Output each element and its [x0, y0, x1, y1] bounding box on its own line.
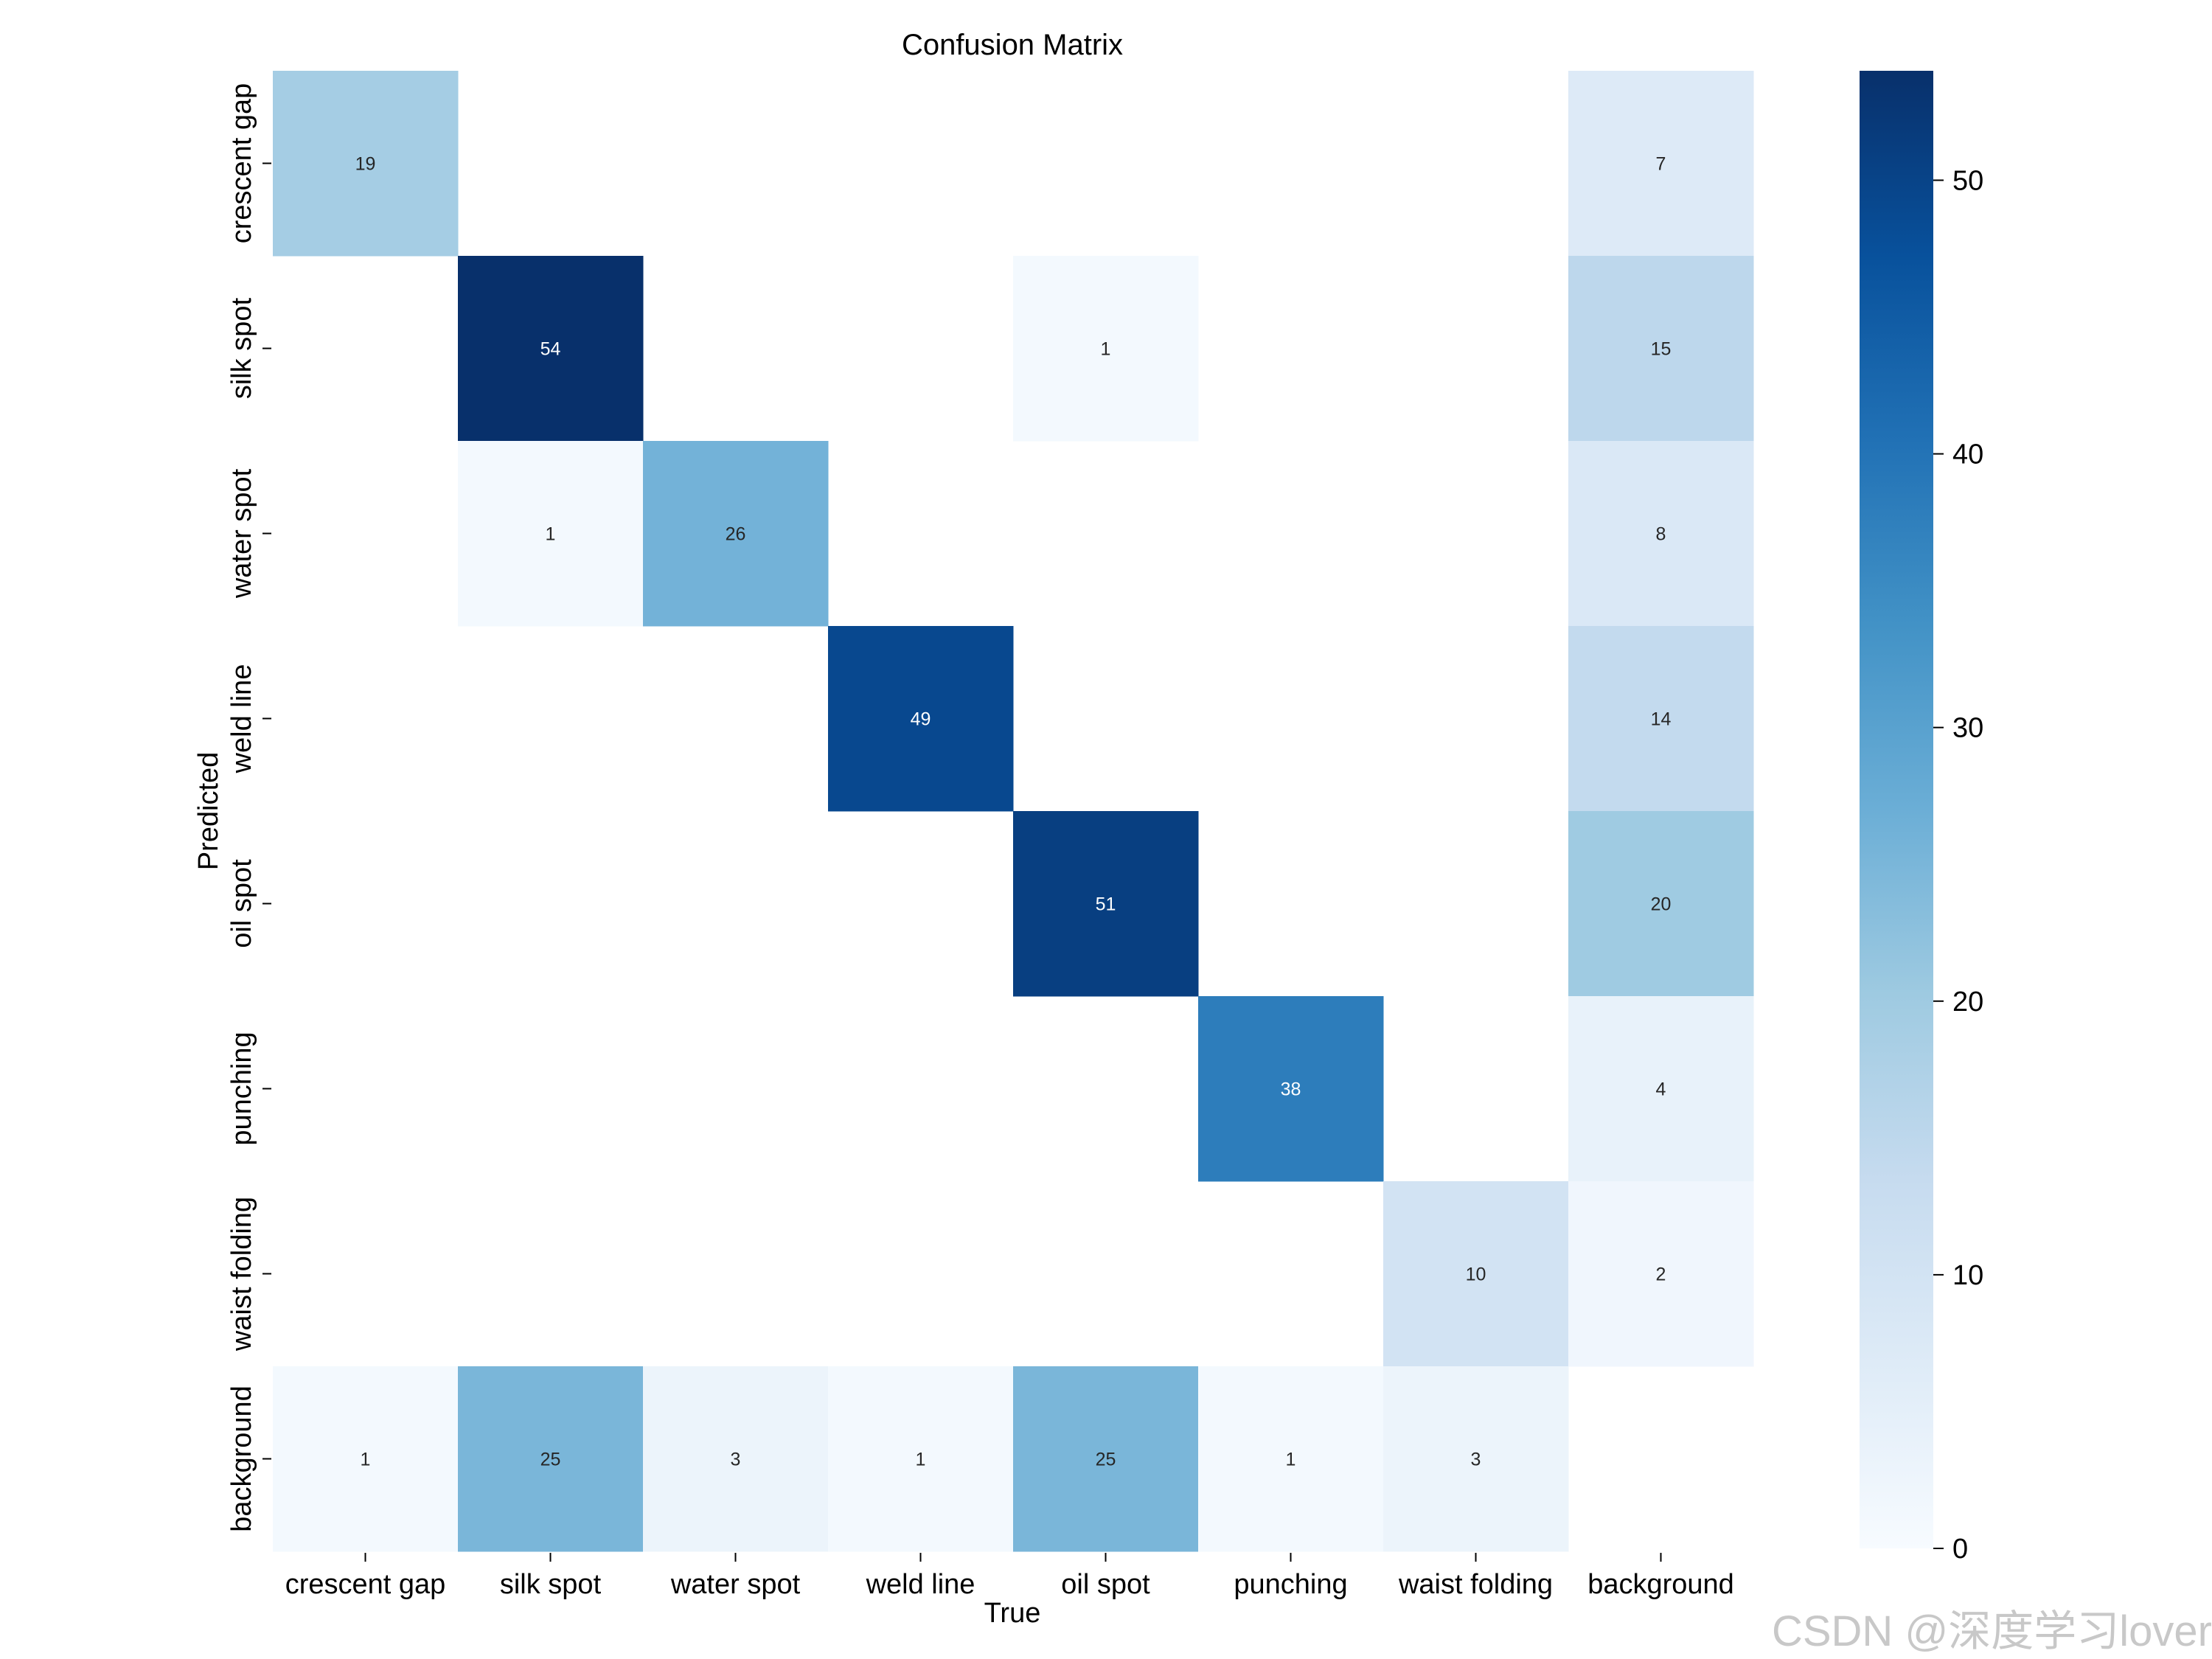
colorbar-tick-label: 50	[1952, 165, 1983, 196]
x-tick-label: punching	[1234, 1569, 1347, 1600]
heatmap-cell	[828, 1366, 1014, 1552]
heatmap-cell	[1568, 996, 1754, 1182]
colorbar-tick-label: 20	[1952, 987, 1983, 1018]
cell-value-label: 25	[540, 1450, 561, 1470]
heatmap-cell	[273, 1366, 459, 1552]
colorbar	[1860, 71, 1933, 1548]
cell-value-label: 54	[540, 339, 561, 360]
heatmap-cell	[1568, 441, 1754, 627]
cell-value-label: 2	[1656, 1265, 1666, 1285]
x-tick-label: background	[1587, 1569, 1734, 1600]
cell-value-label: 4	[1656, 1079, 1666, 1100]
x-axis-ticks: crescent gap silk spot water spot weld line…	[285, 1553, 1734, 1600]
cell-value-label: 15	[1651, 339, 1672, 360]
y-tick-label: oil spot	[226, 859, 257, 948]
chart-title: Confusion Matrix	[902, 29, 1123, 61]
heatmap-cell	[1568, 811, 1754, 997]
cell-value-label: 1	[1101, 339, 1111, 360]
x-tick-label: oil spot	[1061, 1569, 1150, 1600]
cell-value-label: 38	[1281, 1079, 1301, 1100]
y-tick-label: water spot	[226, 468, 257, 599]
cell-value-label: 3	[731, 1450, 741, 1470]
x-tick-label: waist folding	[1398, 1569, 1553, 1600]
y-tick-label: silk spot	[226, 297, 257, 399]
heatmap-cell	[458, 1366, 644, 1552]
x-tick-label: weld line	[866, 1569, 975, 1600]
y-axis-label: Predicted	[193, 752, 224, 871]
cell-value-label: 1	[546, 524, 556, 545]
y-axis-ticks: crescent gap silk spot water spot weld line…	[226, 83, 271, 1532]
cell-value-label: 1	[361, 1450, 371, 1470]
heatmap-cell	[1568, 256, 1754, 442]
heatmap-cell	[1013, 811, 1199, 997]
heatmap-cell	[1568, 1181, 1754, 1367]
cell-value-label: 1	[1286, 1450, 1296, 1470]
y-tick-label: punching	[226, 1032, 257, 1145]
heatmap-cell	[828, 626, 1014, 812]
cell-value-label: 25	[1096, 1450, 1116, 1470]
cell-value-label: 8	[1656, 524, 1666, 545]
y-tick-label: background	[226, 1385, 257, 1532]
colorbar-tick-label: 40	[1952, 439, 1983, 470]
cell-value-label: 14	[1651, 709, 1672, 730]
colorbar-tick-label: 30	[1952, 713, 1983, 744]
x-tick-label: water spot	[670, 1569, 801, 1600]
heatmap-cell	[458, 256, 644, 442]
cell-value-label: 10	[1466, 1265, 1486, 1285]
y-tick-label: crescent gap	[226, 83, 257, 244]
heatmap-cell	[1013, 1366, 1199, 1552]
heatmap-cell-labels: 19 7 54 1 15 1 26 8 49 14 51 20 38 4 10 2 1 25 3 1 25 1 3	[355, 154, 1672, 1470]
heatmap-cell	[1568, 71, 1754, 257]
heatmap-cells	[273, 71, 1754, 1552]
heatmap-cell	[1568, 626, 1754, 812]
heatmap-cell	[273, 71, 459, 257]
heatmap-cell	[1383, 1366, 1569, 1552]
heatmap-cell	[1198, 996, 1384, 1182]
heatmap-cell	[1013, 256, 1199, 442]
x-tick-label: crescent gap	[285, 1569, 446, 1600]
heatmap-cell	[1383, 1181, 1569, 1367]
cell-value-label: 3	[1471, 1450, 1481, 1470]
x-tick-label: silk spot	[500, 1569, 602, 1600]
cell-value-label: 7	[1656, 154, 1666, 175]
colorbar-tick-label: 10	[1952, 1260, 1983, 1291]
cell-value-label: 49	[911, 709, 931, 730]
cell-value-label: 26	[726, 524, 746, 545]
heatmap-cell	[458, 441, 644, 627]
cell-value-label: 51	[1096, 894, 1116, 915]
cell-value-label: 20	[1651, 894, 1672, 915]
cell-value-label: 1	[916, 1450, 926, 1470]
x-axis-label: True	[984, 1598, 1041, 1629]
y-tick-label: weld line	[226, 664, 257, 774]
heatmap-cell	[1198, 1366, 1384, 1552]
heatmap-cell	[643, 1366, 829, 1552]
y-tick-label: waist folding	[226, 1197, 257, 1352]
colorbar-ticks: 0 10 20 30 40 50	[1933, 165, 1983, 1565]
heatmap-cell	[643, 441, 829, 627]
watermark: CSDN @深度学习lover	[1771, 1607, 2212, 1655]
colorbar-tick-label: 0	[1952, 1534, 1968, 1565]
cell-value-label: 19	[355, 154, 376, 175]
